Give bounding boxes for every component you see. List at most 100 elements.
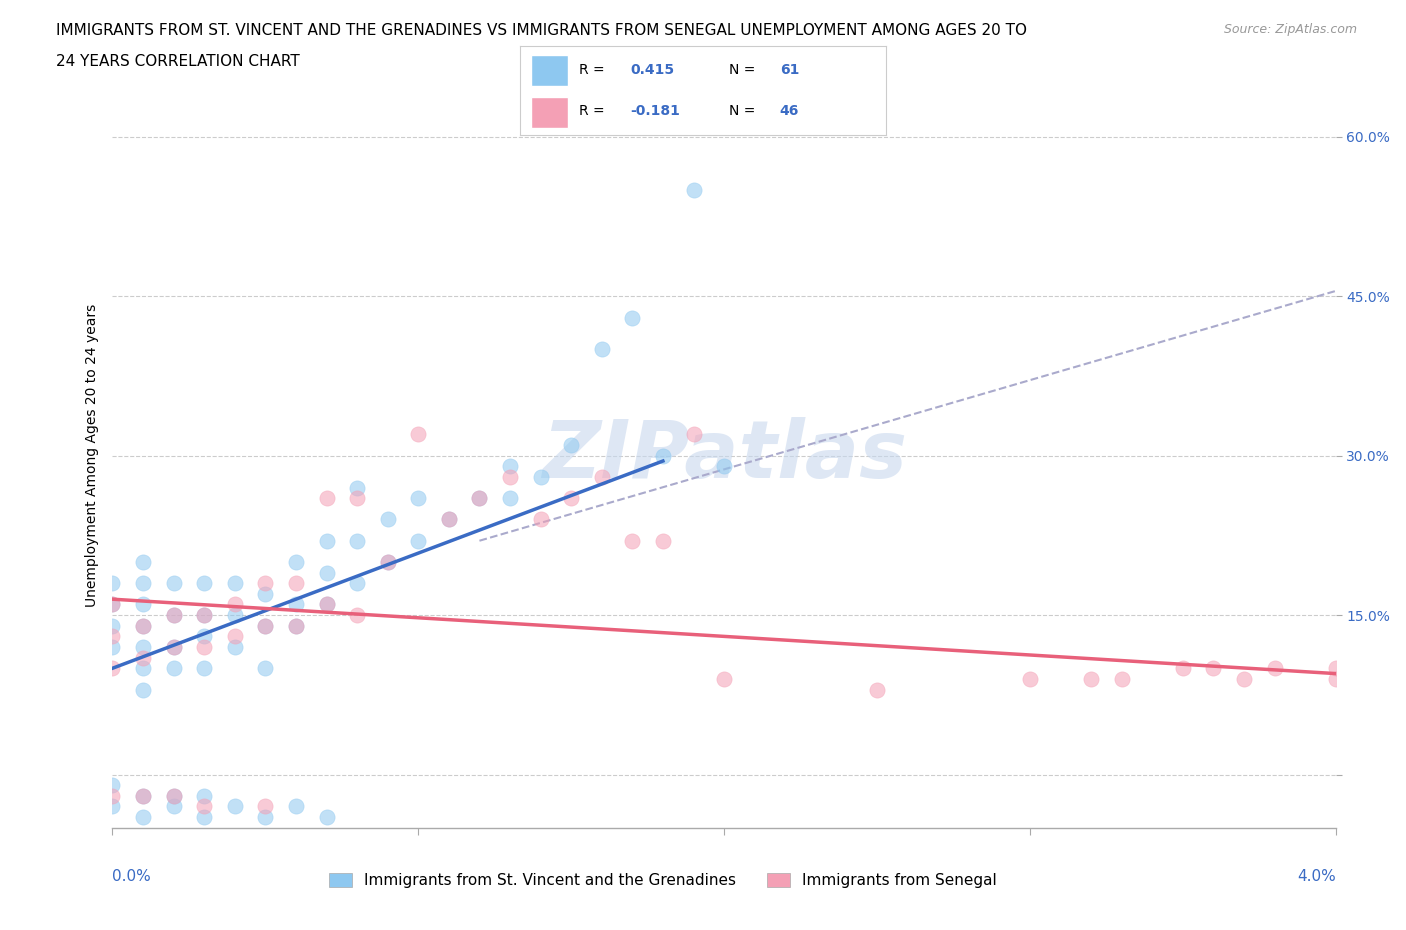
Point — [315, 597, 337, 612]
Bar — [531, 97, 568, 127]
Text: IMMIGRANTS FROM ST. VINCENT AND THE GRENADINES VS IMMIGRANTS FROM SENEGAL UNEMPL: IMMIGRANTS FROM ST. VINCENT AND THE GREN… — [56, 23, 1028, 38]
Point — [132, 810, 155, 825]
Point — [1233, 671, 1256, 686]
Point — [193, 607, 215, 622]
Point — [163, 661, 186, 676]
Point — [193, 661, 215, 676]
Text: 0.0%: 0.0% — [112, 869, 152, 883]
Point — [1264, 661, 1286, 676]
Point — [254, 618, 277, 633]
Point — [132, 554, 155, 569]
Text: Source: ZipAtlas.com: Source: ZipAtlas.com — [1223, 23, 1357, 36]
Text: 46: 46 — [780, 104, 799, 118]
Point — [254, 661, 277, 676]
Text: ZIPatlas: ZIPatlas — [541, 417, 907, 495]
Point — [101, 789, 124, 804]
Point — [346, 607, 368, 622]
Point — [621, 310, 644, 325]
Point — [132, 661, 155, 676]
Text: 24 YEARS CORRELATION CHART: 24 YEARS CORRELATION CHART — [56, 54, 299, 69]
Point — [346, 491, 368, 506]
Point — [437, 512, 460, 527]
Text: N =: N = — [728, 63, 755, 77]
Point — [346, 576, 368, 591]
Point — [529, 512, 551, 527]
Point — [101, 799, 124, 814]
Point — [254, 810, 277, 825]
Point — [163, 640, 186, 655]
Point — [408, 491, 430, 506]
Point — [284, 576, 308, 591]
Point — [254, 618, 277, 633]
Point — [346, 533, 368, 548]
Point — [437, 512, 460, 527]
Point — [468, 491, 491, 506]
Point — [132, 789, 155, 804]
Point — [315, 491, 337, 506]
Point — [193, 799, 215, 814]
Point — [254, 576, 277, 591]
Point — [284, 618, 308, 633]
Point — [499, 470, 522, 485]
Point — [132, 618, 155, 633]
Point — [163, 640, 186, 655]
Point — [132, 597, 155, 612]
Point — [132, 789, 155, 804]
Point — [1324, 661, 1347, 676]
Point — [101, 640, 124, 655]
Text: R =: R = — [579, 104, 605, 118]
Point — [254, 587, 277, 602]
Point — [284, 597, 308, 612]
Point — [101, 661, 124, 676]
Point — [499, 458, 522, 473]
Point — [591, 470, 613, 485]
Point — [499, 491, 522, 506]
Point — [193, 576, 215, 591]
Point — [315, 565, 337, 580]
Point — [101, 597, 124, 612]
Text: 61: 61 — [780, 63, 799, 77]
Point — [284, 799, 308, 814]
Point — [284, 554, 308, 569]
Point — [163, 799, 186, 814]
Point — [193, 640, 215, 655]
Point — [101, 629, 124, 644]
Point — [315, 533, 337, 548]
Point — [193, 810, 215, 825]
Point — [866, 682, 889, 697]
Point — [193, 789, 215, 804]
Point — [101, 618, 124, 633]
Point — [346, 480, 368, 495]
Point — [163, 607, 186, 622]
Point — [101, 597, 124, 612]
Point — [652, 448, 675, 463]
Bar — [531, 56, 568, 86]
Point — [193, 629, 215, 644]
Point — [529, 470, 551, 485]
Point — [560, 491, 582, 506]
Point — [1171, 661, 1194, 676]
Point — [315, 810, 337, 825]
Point — [621, 533, 644, 548]
Point — [163, 789, 186, 804]
Point — [377, 554, 399, 569]
Y-axis label: Unemployment Among Ages 20 to 24 years: Unemployment Among Ages 20 to 24 years — [84, 304, 98, 607]
Point — [591, 342, 613, 357]
Text: 0.415: 0.415 — [630, 63, 673, 77]
Point — [1111, 671, 1133, 686]
Point — [132, 576, 155, 591]
Point — [132, 682, 155, 697]
Point — [132, 618, 155, 633]
Point — [408, 427, 430, 442]
Legend: Immigrants from St. Vincent and the Grenadines, Immigrants from Senegal: Immigrants from St. Vincent and the Gren… — [323, 867, 1002, 895]
Point — [224, 597, 246, 612]
Point — [560, 438, 582, 453]
Point — [254, 799, 277, 814]
Point — [224, 607, 246, 622]
Point — [1018, 671, 1040, 686]
Point — [193, 607, 215, 622]
Point — [682, 427, 704, 442]
Point — [163, 576, 186, 591]
Text: R =: R = — [579, 63, 605, 77]
Point — [408, 533, 430, 548]
